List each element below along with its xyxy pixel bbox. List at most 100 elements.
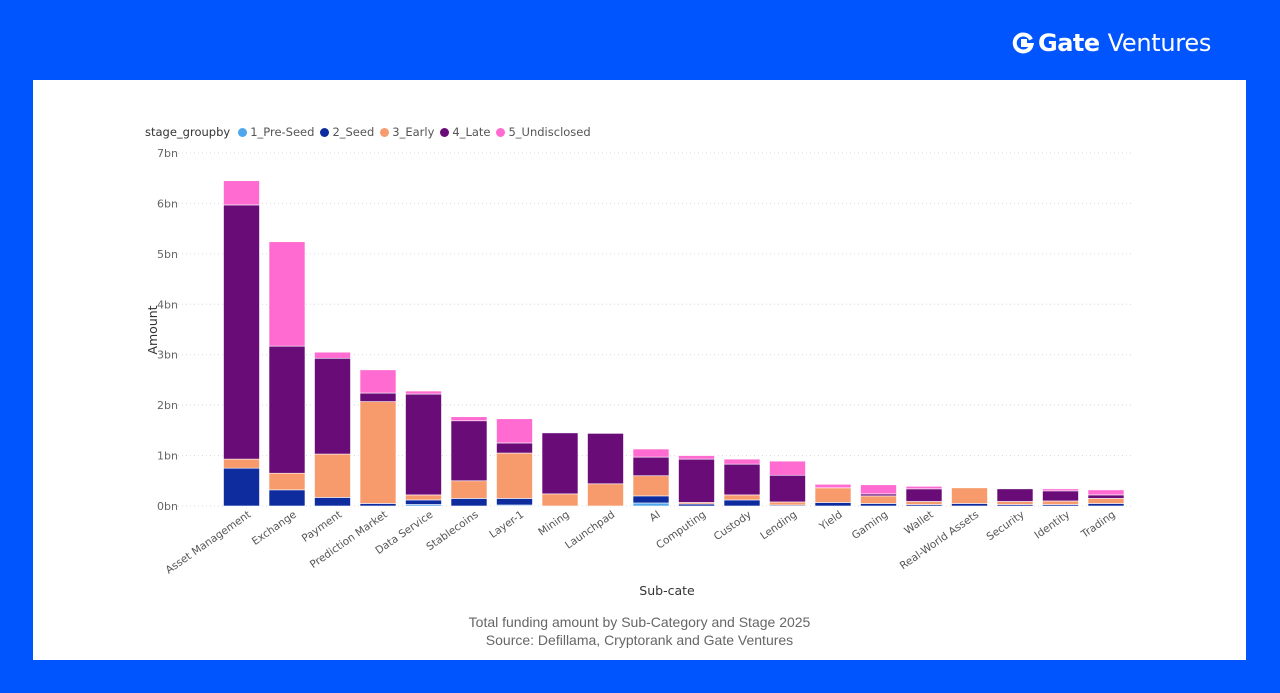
brand-suffix: Ventures (1107, 29, 1212, 57)
bar-segment-2-seed[interactable] (678, 503, 715, 507)
bar-segment-2-seed[interactable] (814, 502, 852, 507)
bar-segment-3-early[interactable] (632, 475, 670, 497)
bar-segment-2-seed[interactable] (359, 503, 397, 507)
bar-segment-5-undisclosed[interactable] (678, 455, 715, 460)
y-axis-title: Amount (145, 305, 160, 354)
y-tick-label: 5bn (157, 248, 178, 261)
bar-segment-4-late[interactable] (996, 488, 1034, 502)
bar-segment-3-early[interactable] (450, 480, 488, 499)
x-tick-label: AI (647, 509, 662, 525)
bar-segment-5-undisclosed[interactable] (905, 486, 943, 490)
bar-segment-5-undisclosed[interactable] (405, 390, 442, 395)
x-tick-label: Asset Management (163, 509, 253, 577)
bar-segment-4-late[interactable] (359, 392, 397, 402)
x-tick-label: Exchange (250, 509, 299, 548)
bar-segment-4-late[interactable] (1042, 490, 1079, 502)
bar-segment-3-early[interactable] (223, 458, 260, 469)
bar-segment-5-undisclosed[interactable] (723, 458, 761, 465)
bar-segment-2-seed[interactable] (951, 503, 988, 507)
bar-segment-4-late[interactable] (860, 493, 897, 497)
bar-segment-3-early[interactable] (1087, 498, 1125, 504)
x-tick-label: Yield (817, 509, 845, 534)
bar-segment-4-late[interactable] (905, 488, 943, 502)
x-tick-label: Identity (1032, 509, 1072, 542)
bar-segment-3-early[interactable] (405, 494, 442, 501)
bar-segment-3-early[interactable] (314, 453, 351, 498)
bar-segment-5-undisclosed[interactable] (314, 351, 351, 359)
bar-segment-3-early[interactable] (268, 472, 306, 491)
bar-segment-4-late[interactable] (769, 474, 806, 503)
bar-segment-5-undisclosed[interactable] (1042, 488, 1079, 492)
bar-segment-2-seed[interactable] (405, 499, 442, 505)
bar-segment-2-seed[interactable] (223, 467, 260, 507)
legend: stage_groupby 1_Pre-Seed 2_Seed 3_Early 4_L… (145, 125, 597, 139)
bar-segment-4-late[interactable] (587, 433, 624, 485)
bar-segment-5-undisclosed[interactable] (359, 369, 397, 394)
x-tick-label: Launchpad (563, 509, 617, 552)
x-tick-label: Prediction Market (308, 509, 390, 571)
x-tick-label: Mining (536, 509, 571, 539)
legend-swatch (496, 127, 506, 137)
legend-item-3-early[interactable]: 3_Early (380, 125, 434, 139)
legend-label: 4_Late (452, 125, 491, 139)
legend-label: 3_Early (392, 125, 435, 139)
bar-segment-4-late[interactable] (541, 432, 579, 495)
bar-segment-5-undisclosed[interactable] (223, 180, 260, 206)
bar-segment-2-seed[interactable] (496, 498, 533, 506)
bar-segment-4-late[interactable] (450, 420, 488, 482)
brand-name: Gate (1038, 29, 1100, 57)
bar-segment-5-undisclosed[interactable] (814, 484, 852, 489)
bar-segment-3-early[interactable] (496, 452, 533, 499)
bar-segment-3-early[interactable] (996, 501, 1034, 505)
bar-segment-2-seed[interactable] (1087, 503, 1125, 507)
bar-segment-4-late[interactable] (314, 357, 351, 455)
legend-item-4-late[interactable]: 4_Late (440, 125, 490, 139)
bar-segment-3-early[interactable] (905, 501, 943, 505)
bar-segment-3-early[interactable] (860, 495, 897, 504)
bar-segment-4-late[interactable] (405, 393, 442, 496)
bar-segment-5-undisclosed[interactable] (496, 418, 533, 444)
caption-source: Source: Defillama, Cryptorank and Gate V… (485, 632, 794, 648)
bar-segment-3-early[interactable] (951, 487, 988, 504)
bar-segment-5-undisclosed[interactable] (632, 448, 670, 458)
legend-item-1-pre-seed[interactable]: 1_Pre-Seed (238, 125, 314, 139)
bar-segment-5-undisclosed[interactable] (1087, 489, 1125, 496)
bar-segment-4-late[interactable] (632, 456, 670, 477)
gate-logo-icon (1012, 32, 1034, 54)
bar-segment-2-seed[interactable] (314, 497, 351, 507)
bar-segment-5-undisclosed[interactable] (769, 460, 806, 476)
bar-segment-2-seed[interactable] (268, 489, 306, 507)
bar-segment-5-undisclosed[interactable] (450, 416, 488, 422)
y-tick-label: 2bn (157, 399, 178, 412)
bar-segment-5-undisclosed[interactable] (860, 484, 897, 495)
bar-segment-2-seed[interactable] (632, 495, 670, 504)
legend-item-2-seed[interactable]: 2_Seed (320, 125, 374, 139)
bar-segment-3-early[interactable] (1042, 500, 1079, 505)
legend-label: 5_Undisclosed (508, 125, 591, 139)
caption-title: Total funding amount by Sub-Category and… (468, 614, 811, 630)
bar-segment-2-seed[interactable] (723, 499, 761, 507)
bar-segment-4-late[interactable] (1087, 494, 1125, 499)
x-tick-label: Wallet (902, 509, 936, 538)
x-tick-label: Layer-1 (487, 509, 526, 541)
bar-segment-3-early[interactable] (723, 494, 761, 501)
bar-segment-5-undisclosed[interactable] (268, 241, 306, 347)
bar-segment-4-late[interactable] (496, 442, 533, 454)
bar-segment-4-late[interactable] (723, 463, 761, 496)
bar-segment-3-early[interactable] (541, 493, 579, 507)
x-tick-label: Trading (1078, 509, 1117, 542)
bar-segment-3-early[interactable] (814, 487, 852, 503)
x-tick-label: Lending (758, 509, 799, 543)
x-axis-title: Sub-cate (639, 583, 695, 598)
bar-segment-3-early[interactable] (359, 401, 397, 504)
bar-segment-3-early[interactable] (769, 501, 806, 506)
bar-segment-2-seed[interactable] (450, 498, 488, 507)
bar-segment-1-pre-seed[interactable] (632, 502, 670, 507)
bar-segment-4-late[interactable] (678, 458, 715, 503)
bar-segment-4-late[interactable] (268, 345, 306, 474)
bar-segment-4-late[interactable] (223, 204, 260, 460)
y-tick-label: 4bn (157, 298, 178, 311)
legend-item-5-undisclosed[interactable]: 5_Undisclosed (496, 125, 591, 139)
bar-segment-3-early[interactable] (587, 483, 624, 507)
bar-segment-2-seed[interactable] (860, 503, 897, 507)
